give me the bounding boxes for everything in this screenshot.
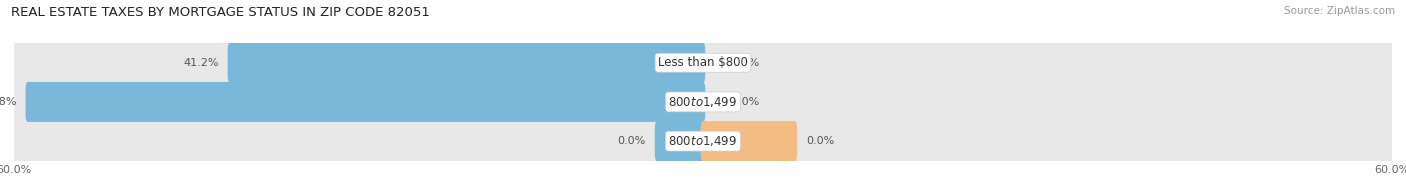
FancyBboxPatch shape <box>11 39 1395 87</box>
FancyBboxPatch shape <box>11 117 1395 165</box>
Text: $800 to $1,499: $800 to $1,499 <box>668 134 738 148</box>
Text: Less than $800: Less than $800 <box>658 56 748 69</box>
FancyBboxPatch shape <box>700 121 797 161</box>
Text: REAL ESTATE TAXES BY MORTGAGE STATUS IN ZIP CODE 82051: REAL ESTATE TAXES BY MORTGAGE STATUS IN … <box>11 6 430 19</box>
Text: 0.0%: 0.0% <box>731 58 761 68</box>
Text: 41.2%: 41.2% <box>183 58 218 68</box>
FancyBboxPatch shape <box>228 43 706 83</box>
Text: 0.0%: 0.0% <box>731 97 761 107</box>
FancyBboxPatch shape <box>655 121 706 161</box>
Text: $800 to $1,499: $800 to $1,499 <box>668 95 738 109</box>
Text: 0.0%: 0.0% <box>807 136 835 146</box>
FancyBboxPatch shape <box>25 82 706 122</box>
Text: Source: ZipAtlas.com: Source: ZipAtlas.com <box>1284 6 1395 16</box>
Text: 58.8%: 58.8% <box>0 97 17 107</box>
Text: 0.0%: 0.0% <box>617 136 645 146</box>
FancyBboxPatch shape <box>11 78 1395 126</box>
